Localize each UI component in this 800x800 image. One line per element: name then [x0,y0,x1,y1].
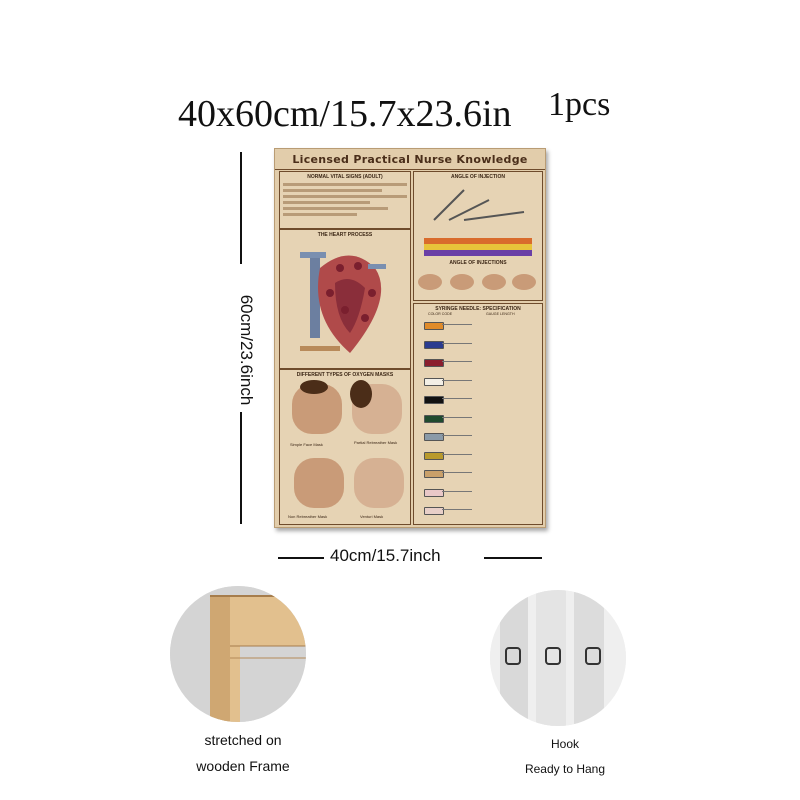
needle-shaft [442,324,472,325]
mask-label-simple: Simple Face Mask [290,442,323,447]
color-code-header: COLOR CODE [428,312,453,316]
injection-angles-subtitle: ANGLE OF INJECTIONS [449,260,507,266]
needle-hub [424,488,444,497]
needle-row [418,339,538,349]
needle-hub [424,433,444,441]
injection-angle-title: ANGLE OF INJECTION [451,174,505,180]
needle-shaft [442,342,472,344]
heart-process-panel: THE HEART PROCESS [279,229,411,369]
needle-shaft [442,435,472,436]
face-non-rebreather-mask [294,458,344,508]
oxygen-masks-panel: DIFFERENT TYPES OF OXYGEN MASKS Simple F… [279,369,411,525]
face-venturi-mask [354,458,404,508]
needle-row [418,357,538,367]
wooden-frame-corner-drawing [170,586,306,722]
needle-hub [424,451,444,460]
needle-shaft [442,490,472,492]
size-headline: 40x60cm/15.7x23.6in [178,93,512,135]
needle-shaft [442,453,472,455]
needle-row [418,487,538,497]
needle-hub [424,322,444,330]
syringe-needle-panel: SYRINGE NEEDLE: SPECIFICATION COLOR CODE… [413,303,543,525]
quantity-label: 1pcs [548,86,611,123]
width-label: 40cm/15.7inch [330,546,441,565]
hook-caption-line2: Ready to Hang [524,762,606,776]
needle-shaft [442,361,472,362]
needle-row [418,376,538,386]
heart-process-title: THE HEART PROCESS [317,232,373,238]
vital-signs-title: NORMAL VITAL SIGNS (ADULT) [307,174,383,180]
needle-shaft [442,472,472,473]
hook-caption-line1: Hook [550,737,579,751]
syringe-needle-title: SYRINGE NEEDLE: SPECIFICATION [435,306,521,312]
needle-row [418,431,538,441]
needle-shaft [442,509,472,510]
needle-row [418,468,538,478]
height-line-bottom [240,412,242,524]
hair-simple-mask [300,380,328,394]
fat-layer-stripe [424,244,532,250]
syringe-angles-drawing [433,189,525,221]
needle-shaft [442,398,472,399]
needle-row [418,505,538,515]
vital-signs-text-block [280,183,410,216]
height-dimension: 60cm/23.6inch [226,270,266,430]
mask-label-venturi: Venturi Mask [360,514,384,519]
width-line-right [484,557,542,559]
needle-shaft [442,379,472,381]
oxygen-masks-title: DIFFERENT TYPES OF OXYGEN MASKS [296,372,394,378]
mask-label-partial: Partial Rebreather Mask [354,440,398,445]
needle-row [418,320,538,330]
hair-partial-mask [350,380,372,408]
needle-hub [424,340,444,349]
skin-layer-stripe [424,238,532,244]
poster-title: Licensed Practical Nurse Knowledge [275,149,545,170]
width-line-left [278,557,324,559]
mask-label-non-rebreather: Non Rebreather Mask [288,514,328,519]
poster-canvas: Licensed Practical Nurse Knowledge NORMA… [274,148,546,528]
hook-photo [490,590,626,726]
vital-signs-panel: NORMAL VITAL SIGNS (ADULT) [279,171,411,229]
frame-caption-line2: wooden Frame [196,758,290,774]
needle-hub [424,377,444,386]
frame-caption-line1: stretched on [204,732,282,748]
needle-hub [424,414,444,423]
needle-row [418,413,538,423]
muscle-layer-stripe [424,250,532,256]
height-label: 60cm/23.6inch [237,294,256,406]
heart-diagram [300,252,386,353]
injection-angle-panel: ANGLE OF INJECTION ANGLE OF INJECTIONS [413,171,543,301]
needle-hub [424,470,444,478]
needle-row [418,450,538,460]
hand-injection-drawings [418,274,536,290]
needle-hub [424,396,444,404]
needle-hub [424,359,444,367]
height-line-top [240,152,242,264]
needle-row [418,394,538,404]
wooden-frame-photo [170,586,306,722]
gauge-length-header: GAUGE LENGTH [486,312,515,316]
needle-hub [424,507,444,515]
hanging-hook-drawing [490,590,626,726]
needle-shaft [442,416,472,418]
